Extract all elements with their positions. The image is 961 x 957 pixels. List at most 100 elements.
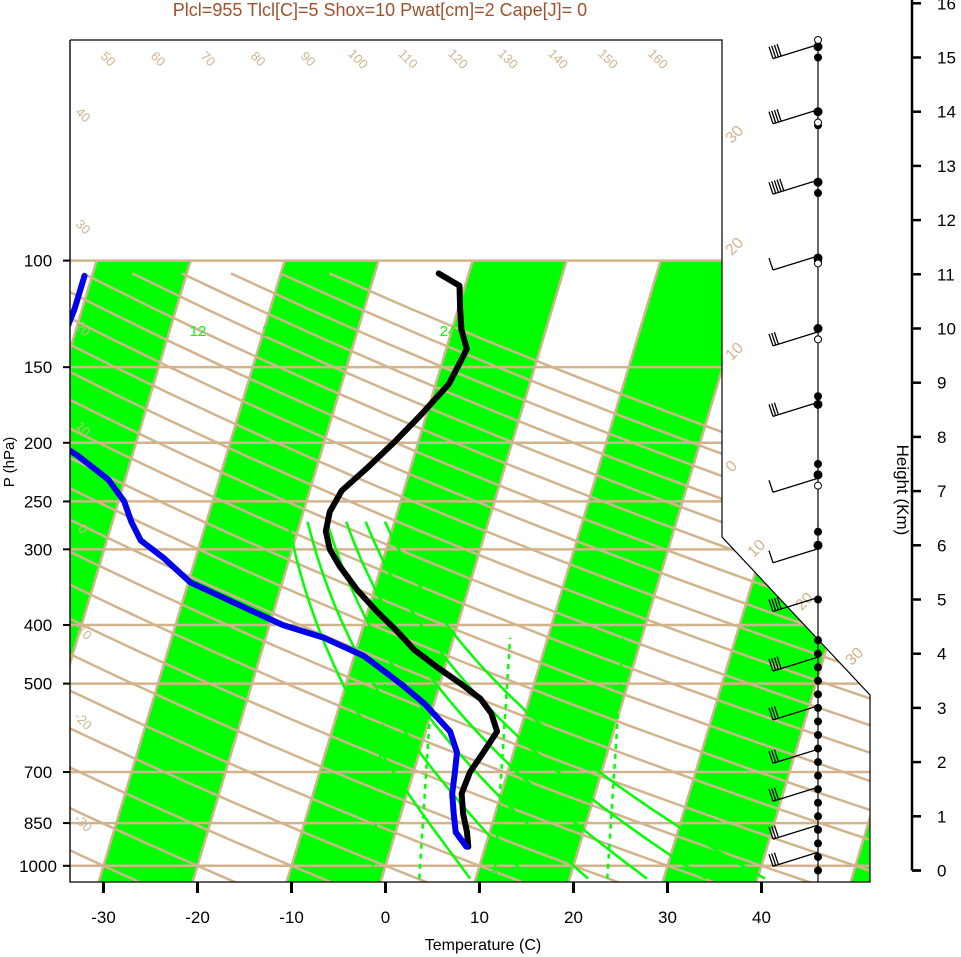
wind-barb-staff — [772, 786, 819, 802]
dry-adiabat-line — [70, 272, 870, 882]
wind-dot — [814, 785, 822, 794]
y-tick-label: 300 — [24, 540, 52, 559]
wind-dot — [814, 703, 822, 712]
wind-dot — [814, 392, 822, 401]
isotherm-line — [846, 260, 870, 882]
wind-dot — [814, 825, 822, 834]
dry-adiabat-line — [70, 272, 747, 882]
wind-barb-staff — [772, 477, 819, 493]
height-tick-label: 3 — [937, 699, 946, 718]
wind-barb-flag — [771, 788, 777, 801]
wind-barb-flag — [771, 110, 777, 124]
dry-adiabat-label: 90 — [298, 48, 319, 69]
wind-barb-flag — [768, 404, 774, 417]
isotherm-label: 0 — [723, 458, 741, 476]
wind-barb-flag — [768, 480, 774, 493]
wind-barb-flag — [768, 599, 774, 612]
y-tick-label: 200 — [24, 434, 52, 453]
mixing-ratio-label: 12 — [190, 323, 207, 340]
mixing-ratio-line — [371, 637, 390, 879]
mixing-ratio-lines — [286, 521, 766, 880]
x-tick-label: 20 — [564, 908, 583, 927]
wind-barb-flag — [773, 706, 780, 719]
height-tick-label: 15 — [937, 49, 956, 68]
moist-adiabat-line — [345, 521, 648, 880]
wind-dot — [814, 866, 822, 875]
wind-barb-flag — [768, 46, 774, 59]
dry-adiabat-label: 80 — [248, 48, 269, 69]
dry-adiabat-line — [70, 272, 870, 882]
y-tick-label: 500 — [24, 675, 52, 694]
wind-profile — [768, 36, 823, 882]
dry-adiabat-line — [70, 272, 870, 882]
dry-adiabat-label: 110 — [396, 46, 421, 71]
wind-dot-open — [814, 118, 822, 127]
wind-barb-flag — [771, 706, 777, 720]
wind-barb-staff — [772, 331, 819, 347]
wind-barb-flag — [771, 853, 777, 866]
height-tick-label: 7 — [937, 482, 946, 501]
mixing-ratio-label: 3 — [361, 867, 369, 883]
wind-barb-flag — [776, 108, 782, 122]
wind-barb-staff — [772, 548, 819, 564]
wind-barb-flag — [768, 550, 774, 563]
x-tick-label: -10 — [279, 908, 304, 927]
isotherm-label: 10 — [745, 536, 770, 561]
height-tick-label: 4 — [937, 645, 946, 664]
isotherm-band — [70, 260, 191, 882]
wind-barb-flag — [773, 657, 780, 670]
wind-barb-flag — [776, 596, 782, 610]
dry-adiabat-line — [70, 272, 870, 882]
chart-title: Plcl=955 Tlcl[C]=5 Shox=10 Pwat[cm]=2 Ca… — [173, 0, 587, 20]
wind-dot — [814, 798, 822, 807]
wind-barb-flag — [768, 788, 774, 802]
height-tick-label: 5 — [937, 591, 946, 610]
wind-dot — [814, 663, 822, 672]
isotherm-line — [941, 261, 961, 894]
dry-adiabat-line — [82, 272, 870, 882]
wind-barb-flag — [771, 598, 777, 611]
isotherm-line — [0, 261, 3, 894]
wind-barb-flag — [773, 180, 780, 193]
wind-dot — [814, 731, 822, 739]
wind-dot — [814, 717, 822, 726]
wind-barb-flag — [776, 179, 782, 192]
wind-barb-flag — [773, 749, 780, 762]
wind-dot — [814, 744, 822, 753]
dry-adiabat-label: 60 — [148, 48, 169, 69]
x-tick-label: -30 — [91, 908, 116, 927]
isotherm-band — [283, 260, 567, 882]
wind-dot — [814, 527, 822, 536]
wind-barb-flag — [773, 852, 780, 865]
pressure-axis: 100 150 200 250 300 400 500 700 850 1000 — [19, 40, 71, 882]
height-tick-label: 6 — [937, 536, 946, 555]
wind-barb-flag — [771, 658, 777, 671]
y-tick-label: 700 — [24, 763, 52, 782]
wind-dot — [814, 595, 822, 604]
wind-barb-flag — [768, 854, 774, 867]
wind-dot-open — [814, 259, 822, 268]
moist-adiabat-line — [383, 521, 766, 880]
wind-barb-flag — [773, 402, 780, 415]
height-tick-label: 8 — [937, 428, 946, 447]
wind-barb-staff — [772, 705, 819, 721]
wind-barb-flag — [768, 181, 774, 195]
wind-barb-flag — [773, 44, 780, 58]
wind-barb-flag — [771, 826, 777, 839]
isotherm-label: 40 — [73, 104, 94, 125]
dry-adiabat-label: 160 — [645, 46, 671, 72]
wind-barb-staff — [772, 401, 819, 418]
y-tick-label: 1000 — [19, 857, 57, 876]
wind-barb-flag — [768, 111, 774, 124]
x-axis-label: Temperature (C) — [425, 937, 541, 954]
height-tick-label: 0 — [937, 862, 946, 881]
wind-dot — [813, 324, 823, 333]
wind-barb-flag — [779, 178, 785, 192]
wind-dot — [814, 758, 822, 767]
height-tick-label: 10 — [937, 320, 956, 339]
wind-dot — [814, 771, 822, 780]
wind-dot — [814, 649, 822, 658]
wind-barb-flag — [773, 332, 780, 345]
height-tick-label: 13 — [937, 157, 956, 176]
